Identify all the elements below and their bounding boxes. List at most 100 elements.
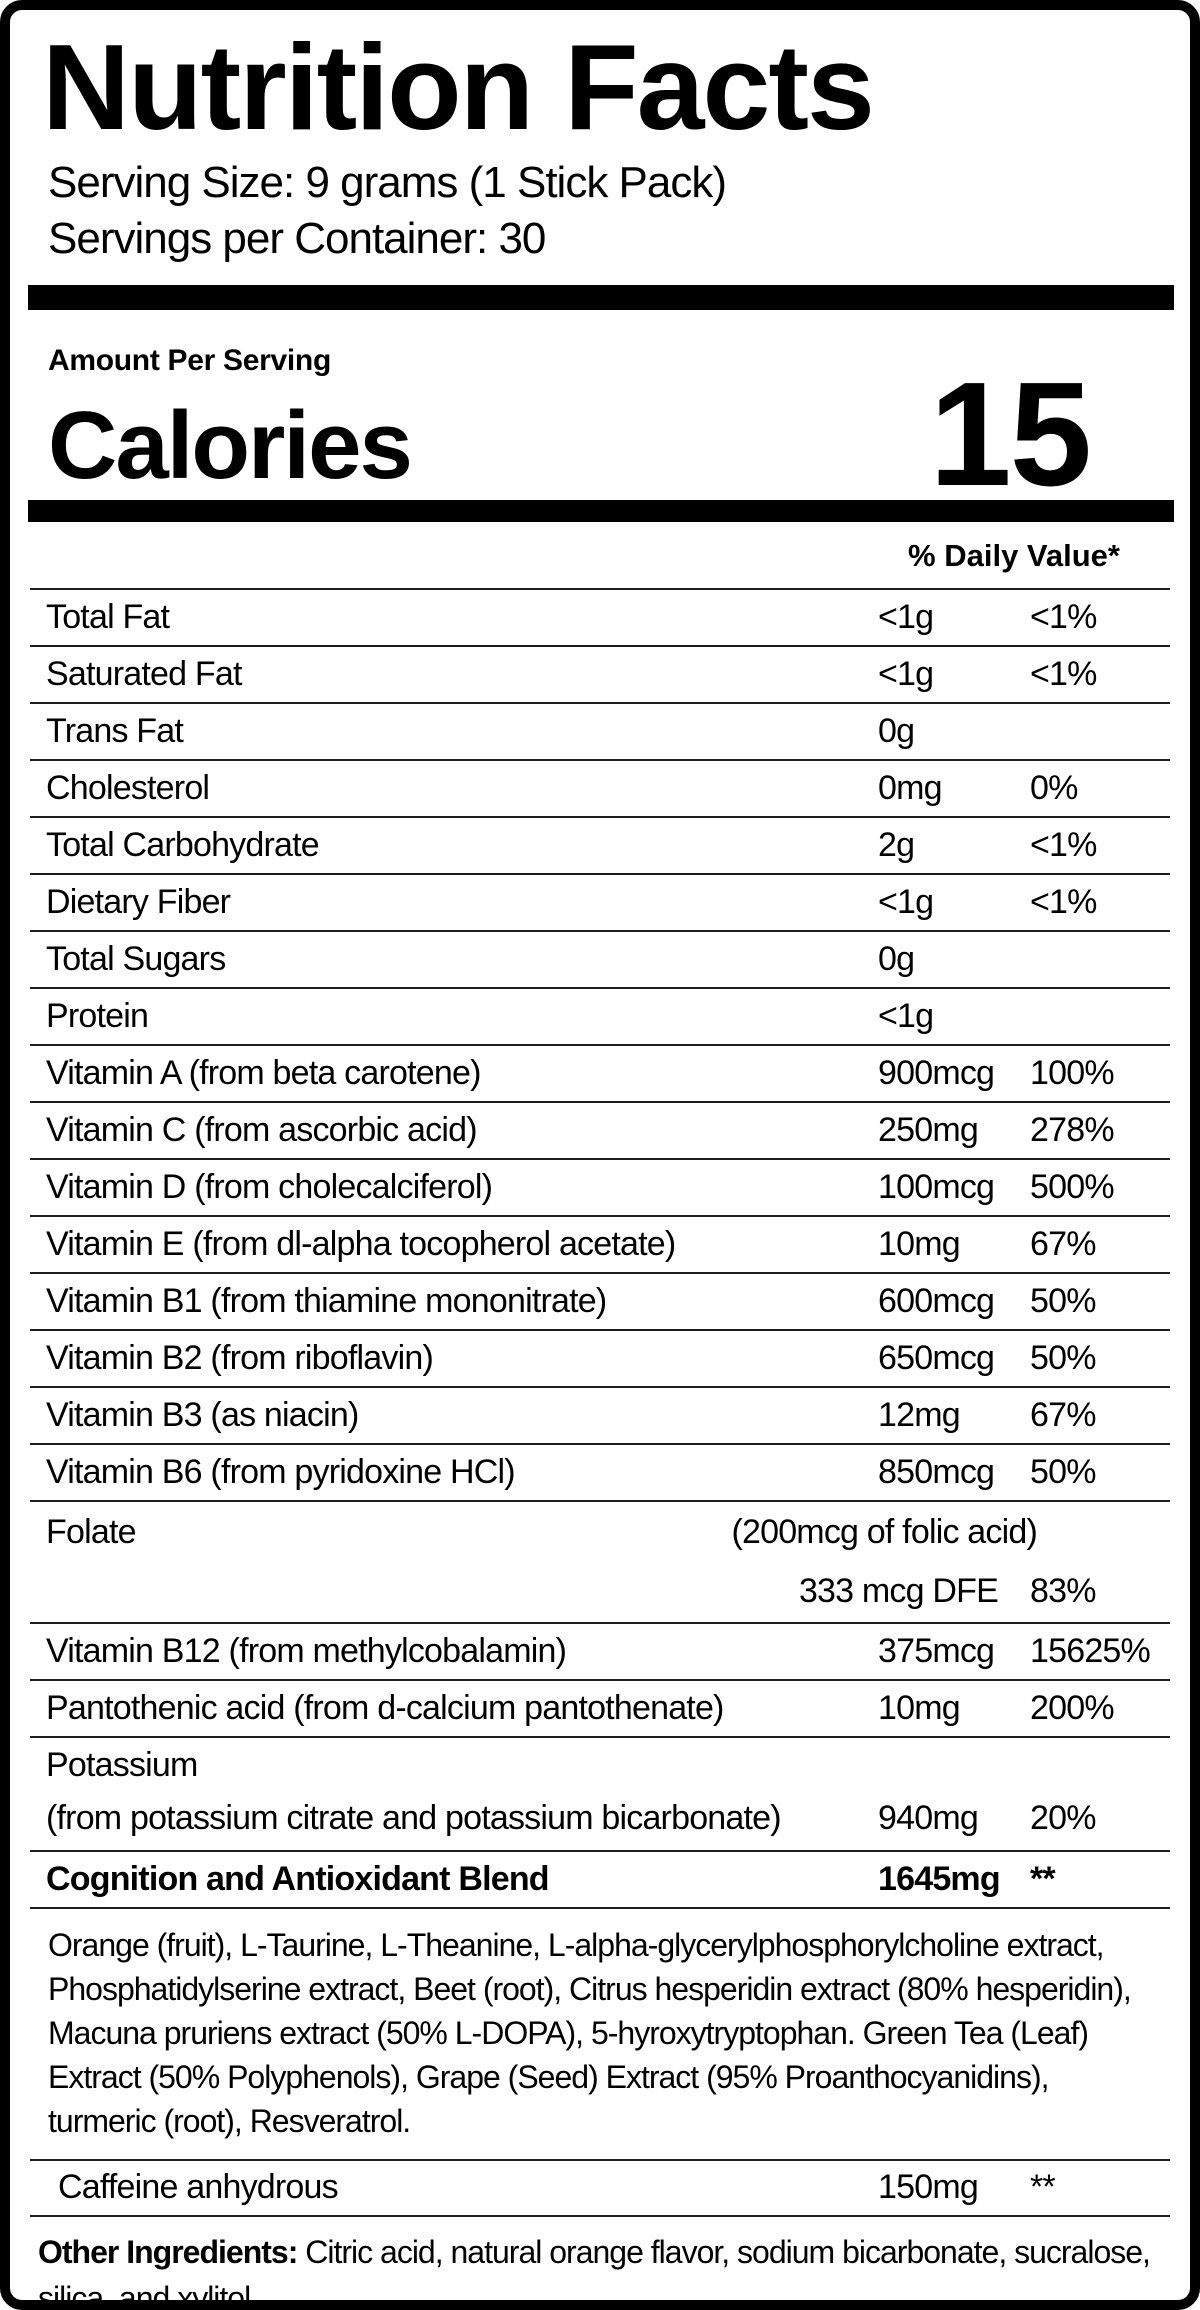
nutrient-amount: 10mg <box>878 1224 961 1263</box>
nutrient-row: Dietary Fiber <1g <1% <box>30 875 1170 932</box>
nutrient-row: Vitamin B12 (from methylcobalamin) 375mc… <box>30 1624 1170 1681</box>
other-ingredients-heading: Other Ingredients: <box>38 2233 298 2270</box>
nutrient-amount: 375mcg <box>878 1631 995 1670</box>
nutrient-name: Cognition and Antioxidant Blend <box>46 1859 550 1898</box>
nutrient-name-source: (from potassium citrate and potassium bi… <box>46 1798 782 1837</box>
nutrient-name: Vitamin A (from beta carotene) <box>46 1053 481 1092</box>
nutrient-daily-value: <1% <box>1030 882 1097 921</box>
nutrient-amount: 150mg <box>878 2168 979 2207</box>
nutrient-daily-value: <1% <box>1030 654 1097 693</box>
nutrient-row: Pantothenic acid (from d-calcium pantoth… <box>30 1681 1170 1738</box>
nutrient-row: Total Sugars 0g <box>30 932 1170 989</box>
nutrient-name: Vitamin B1 (from thiamine mononitrate) <box>46 1281 607 1320</box>
nutrient-amount: 10mg <box>878 1688 961 1727</box>
nutrient-name: Total Sugars <box>46 939 226 978</box>
other-ingredients: Other Ingredients: Citric acid, natural … <box>30 2217 1170 2310</box>
nutrient-amount: 333 mcg DFE <box>798 1571 999 1610</box>
nutrient-row: Cognition and Antioxidant Blend 1645mg *… <box>30 1852 1170 1909</box>
nutrient-row: Caffeine anhydrous 150mg ** <box>30 2161 1170 2217</box>
nutrient-row: Total Fat <1g <1% <box>30 590 1170 647</box>
nutrient-row-twoline: Potassium (from potassium citrate and po… <box>30 1738 1170 1852</box>
nutrient-daily-value: 200% <box>1030 1688 1115 1727</box>
nutrient-amount: 900mcg <box>878 1053 995 1092</box>
nutrient-row: Trans Fat 0g <box>30 704 1170 761</box>
nutrient-amount: 600mcg <box>878 1281 995 1320</box>
nutrient-daily-value: <1% <box>1030 597 1097 636</box>
nutrient-amount: 100mcg <box>878 1167 995 1206</box>
nutrient-amount: 0g <box>878 711 915 750</box>
nutrient-daily-value: 500% <box>1030 1167 1115 1206</box>
nutrient-name: Vitamin B12 (from methylcobalamin) <box>46 1631 567 1670</box>
servings-per-container: Servings per Container: 30 <box>48 213 546 263</box>
nutrient-name: Folate <box>46 1512 137 1551</box>
nutrient-name: Caffeine anhydrous <box>58 2168 339 2207</box>
nutrient-row: Vitamin E (from dl-alpha tocopherol acet… <box>30 1217 1170 1274</box>
nutrient-name: Cholesterol <box>46 768 210 807</box>
nutrient-daily-value: 278% <box>1030 1110 1115 1149</box>
nutrient-row: Cholesterol 0mg 0% <box>30 761 1170 818</box>
nutrient-amount: <1g <box>878 882 934 921</box>
nutrient-row: Protein <1g <box>30 989 1170 1046</box>
nutrient-daily-value: <1% <box>1030 825 1097 864</box>
nutrient-row: Vitamin C (from ascorbic acid) 250mg 278… <box>30 1103 1170 1160</box>
separator-bar-top <box>28 284 1174 310</box>
daily-value-header: % Daily Value* <box>30 522 1170 590</box>
blend-description: Orange (fruit), L-Taurine, L-Theanine, L… <box>30 1909 1170 2161</box>
nutrient-amount: 250mg <box>878 1110 979 1149</box>
nutrient-amount: 1645mg <box>878 1859 1001 1898</box>
nutrient-name: Vitamin E (from dl-alpha tocopherol acet… <box>46 1224 676 1263</box>
nutrient-daily-value: 67% <box>1030 1224 1096 1263</box>
nutrient-daily-value: 67% <box>1030 1395 1096 1434</box>
nutrient-amount: <1g <box>878 597 934 636</box>
nutrient-daily-value: ** <box>1030 2168 1056 2207</box>
nutrient-amount: 12mg <box>878 1395 961 1434</box>
nutrient-name: Saturated Fat <box>46 654 242 693</box>
nutrient-row: Vitamin B3 (as niacin) 12mg 67% <box>30 1388 1170 1445</box>
nutrient-name: Dietary Fiber <box>46 882 231 921</box>
nutrient-row: Vitamin A (from beta carotene) 900mcg 10… <box>30 1046 1170 1103</box>
calories-label: Calories <box>48 391 413 499</box>
nutrient-daily-value: 83% <box>1030 1571 1096 1610</box>
serving-info: Serving Size: 9 grams (1 Stick Pack) Ser… <box>48 155 1160 267</box>
label-title: Nutrition Facts <box>42 19 875 155</box>
serving-size: Serving Size: 9 grams (1 Stick Pack) <box>48 157 727 207</box>
calories-value: 15 <box>929 352 1092 518</box>
nutrient-amount: 850mcg <box>878 1452 995 1491</box>
nutrient-name: Potassium <box>46 1745 198 1784</box>
nutrient-daily-value: 100% <box>1030 1053 1115 1092</box>
nutrient-row: Total Carbohydrate 2g <1% <box>30 818 1170 875</box>
folate-line-2: 333 mcg DFE 83% <box>46 1572 1170 1611</box>
separator-bar-middle <box>28 499 1174 522</box>
nutrient-name: Pantothenic acid (from d-calcium pantoth… <box>46 1688 724 1727</box>
nutrient-amount: 940mg <box>878 1798 979 1837</box>
other-ingredients-text: Citric acid, natural orange flavor, sodi… <box>38 2233 1151 2310</box>
nutrient-daily-value: 50% <box>1030 1452 1096 1491</box>
nutrient-daily-value: 50% <box>1030 1338 1096 1377</box>
nutrient-row-folate: Folate (200mcg of folic acid) 333 mcg DF… <box>30 1502 1170 1624</box>
nutrient-name: Vitamin D (from cholecalciferol) <box>46 1167 493 1206</box>
nutrient-name: Vitamin B3 (as niacin) <box>46 1395 359 1434</box>
nutrient-daily-value: 15625% <box>1030 1631 1151 1670</box>
nutrient-name-block: Potassium (from potassium citrate and po… <box>46 1746 878 1838</box>
nutrient-name: Protein <box>46 996 149 1035</box>
amount-per-serving: Amount Per Serving <box>48 343 331 377</box>
nutrient-daily-value: 20% <box>1030 1798 1096 1837</box>
nutrient-amount: 650mcg <box>878 1338 995 1377</box>
nutrient-amount: 2g <box>878 825 915 864</box>
nutrient-name: Vitamin C (from ascorbic acid) <box>46 1110 478 1149</box>
folate-line-1: Folate (200mcg of folic acid) <box>46 1513 1170 1552</box>
nutrient-name: Total Carbohydrate <box>46 825 320 864</box>
nutrient-amount: <1g <box>878 996 934 1035</box>
nutrient-row: Saturated Fat <1g <1% <box>30 647 1170 704</box>
folate-note: (200mcg of folic acid) <box>731 1512 1037 1551</box>
nutrient-name: Vitamin B6 (from pyridoxine HCl) <box>46 1452 516 1491</box>
nutrient-name: Total Fat <box>46 597 170 636</box>
nutrient-name: Trans Fat <box>46 711 184 750</box>
nutrient-row: Vitamin B6 (from pyridoxine HCl) 850mcg … <box>30 1445 1170 1502</box>
nutrient-amount: 0mg <box>878 768 943 807</box>
nutrient-row: Vitamin B1 (from thiamine mononitrate) 6… <box>30 1274 1170 1331</box>
nutrient-row: Vitamin B2 (from riboflavin) 650mcg 50% <box>30 1331 1170 1388</box>
nutrient-table: Total Fat <1g <1% Saturated Fat <1g <1% … <box>30 590 1170 2310</box>
nutrient-daily-value: ** <box>1030 1859 1056 1898</box>
